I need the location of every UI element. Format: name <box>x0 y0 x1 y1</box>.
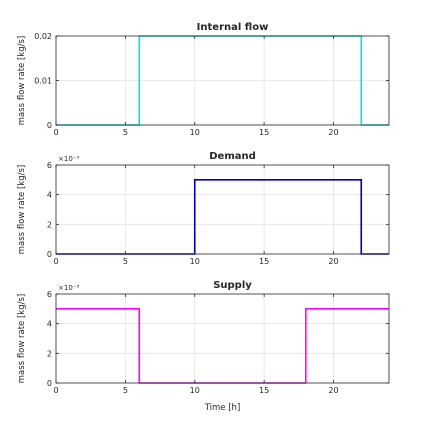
chart-title: Internal flow <box>197 22 269 33</box>
x-tick-label: 15 <box>259 257 269 266</box>
x-tick-label: 0 <box>53 128 58 137</box>
x-tick-label: 10 <box>190 128 200 137</box>
x-tick-label: 20 <box>328 128 338 137</box>
x-tick-label: 0 <box>53 257 58 266</box>
x-tick-label: 15 <box>259 386 269 395</box>
y-tick-label: 2 <box>47 349 52 358</box>
x-tick-label: 20 <box>328 386 338 395</box>
y-tick-label: 4 <box>47 191 52 200</box>
x-tick-label: 5 <box>123 128 128 137</box>
x-tick-label: 15 <box>259 128 269 137</box>
plot-area <box>56 294 389 383</box>
chart-title: Supply <box>213 280 252 291</box>
x-tick-label: 0 <box>53 386 58 395</box>
y-tick-label: 4 <box>47 320 52 329</box>
axes-box <box>55 293 390 384</box>
x-tick-label: 5 <box>123 257 128 266</box>
x-axis-label: Time [h] <box>204 403 241 413</box>
y-exponent-label: ×10⁻³ <box>58 155 79 163</box>
chart-panel-3: 0 5 10 15 20 0 2 4 6 ×10⁻³ Supply mass flow rate [k… <box>17 280 390 413</box>
y-tick-label: 2 <box>47 220 52 229</box>
y-axis-label: mass flow rate [kg/s] <box>17 165 27 254</box>
chart-panel-2: 0 5 10 15 20 0 2 4 6 ×10⁻³ Demand mass flow rate [k… <box>17 151 390 266</box>
chart-panel-1: 0 5 10 15 20 0 0.01 0.02 Internal flow mass flow … <box>17 22 390 137</box>
axes-box <box>55 164 390 255</box>
x-tick-label: 10 <box>190 257 200 266</box>
y-tick-label: 0 <box>47 379 52 388</box>
plot-area <box>56 165 389 254</box>
y-tick-label: 0.02 <box>34 32 52 41</box>
y-exponent-label: ×10⁻³ <box>58 284 79 292</box>
y-axis-label: mass flow rate [kg/s] <box>17 294 27 383</box>
y-tick-label: 0.01 <box>34 77 52 86</box>
y-tick-label: 6 <box>47 161 52 170</box>
y-tick-label: 0 <box>47 250 52 259</box>
x-tick-label: 5 <box>123 386 128 395</box>
y-tick-label: 6 <box>47 290 52 299</box>
x-tick-label: 10 <box>190 386 200 395</box>
y-axis-label: mass flow rate [kg/s] <box>17 36 27 125</box>
x-tick-label: 20 <box>328 257 338 266</box>
y-tick-label: 0 <box>47 121 52 130</box>
chart-title: Demand <box>209 151 256 162</box>
